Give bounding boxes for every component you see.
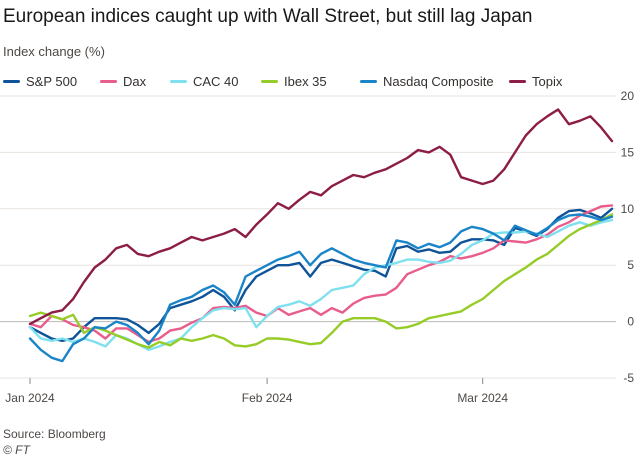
legend-label: S&P 500 [26, 73, 78, 89]
legend-item: Nasdaq Composite [360, 72, 494, 90]
legend-item: S&P 500 [3, 72, 77, 90]
chart-legend: S&P 500 Dax CAC 40 Ibex 35 Nasdaq Composite T… [3, 72, 639, 92]
legend-label: CAC 40 [193, 73, 239, 89]
x-tick-label: Mar 2024 [457, 391, 508, 405]
legend-label: Dax [123, 73, 147, 89]
legend-item: Dax [100, 72, 146, 90]
y-tick-label: 15 [621, 145, 635, 159]
legend-swatch [261, 79, 278, 83]
x-tick-label: Jan 2024 [5, 391, 55, 405]
legend-label: Ibex 35 [284, 73, 327, 89]
series-line-nasdaq-composite [28, 213, 614, 363]
legend-item: CAC 40 [170, 72, 239, 90]
chart-subtitle: Index change (%) [3, 44, 105, 59]
series-line-cac-40 [28, 218, 614, 351]
y-tick-label: 0 [627, 315, 634, 329]
legend-swatch [3, 79, 20, 83]
legend-label: Topix [532, 73, 563, 89]
line-chart: -5 0 5 10 15 20 Jan 2024 Feb 2024 Mar 2024 [0, 89, 635, 405]
legend-label: Nasdaq Composite [383, 73, 494, 89]
legend-swatch [360, 79, 377, 83]
source-note: Source: Bloomberg [3, 427, 106, 441]
series-line-s-p-500 [28, 207, 614, 342]
legend-swatch [170, 79, 187, 83]
legend-item: Topix [509, 72, 562, 90]
legend-swatch [100, 79, 117, 83]
x-tick-label: Feb 2024 [242, 391, 293, 405]
legend-item: Ibex 35 [261, 72, 327, 90]
y-tick-label: 10 [621, 202, 635, 216]
y-tick-label: -5 [623, 371, 634, 385]
series-line-ibex-35 [28, 213, 614, 349]
y-tick-label: 5 [627, 258, 634, 272]
series-line-dax [28, 204, 614, 344]
series-line-topix [28, 108, 614, 326]
y-tick-label: 20 [621, 89, 635, 103]
legend-swatch [509, 79, 526, 83]
chart-title: European indices caught up with Wall Str… [3, 6, 533, 27]
ft-credit: © FT [3, 443, 30, 457]
